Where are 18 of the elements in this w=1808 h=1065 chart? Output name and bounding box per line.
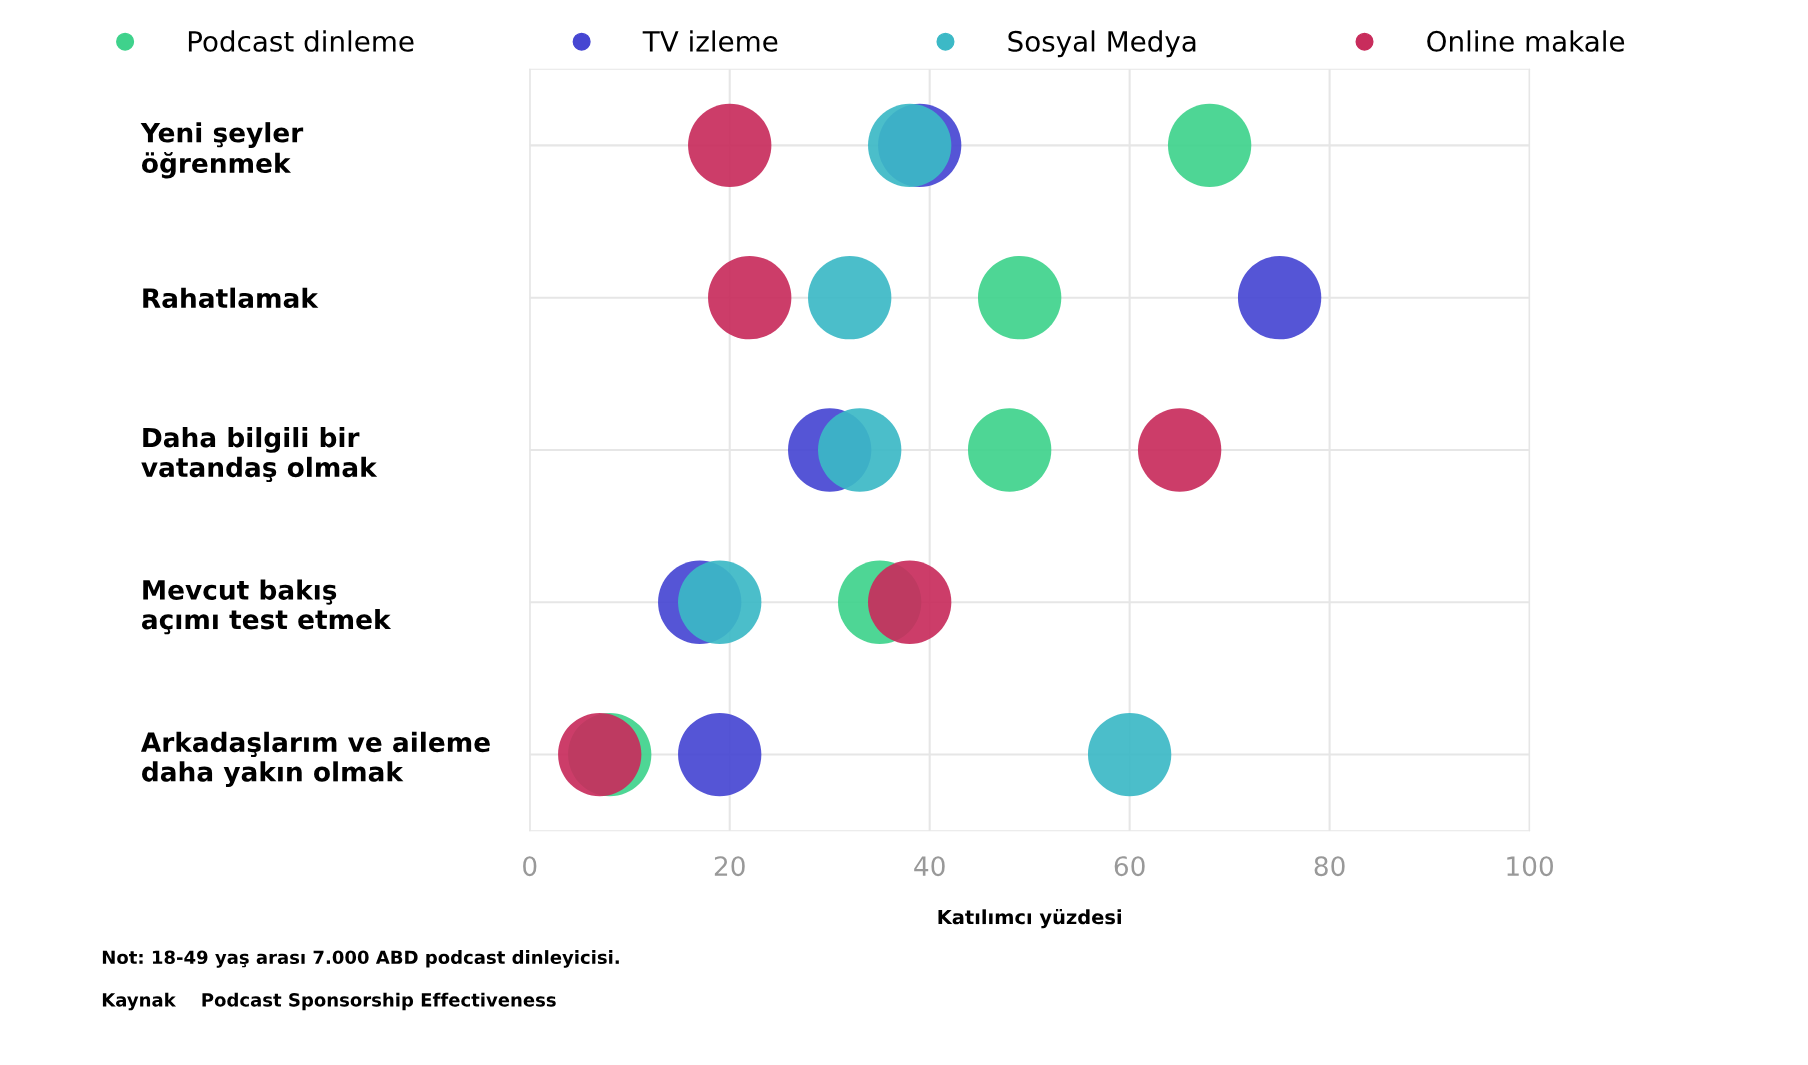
text: Kaynak Podcast Sponsorship Effectiveness bbox=[102, 992, 556, 1011]
text: Not: 18-49 yaş arası 7.000 ABD podcast dinleyicisi. bbox=[102, 950, 619, 968]
legend-label: Online makale bbox=[1427, 30, 1625, 52]
y-tick-label: Arkadaşlarım ve aileme daha yakın olmak bbox=[140, 731, 490, 788]
x-tick-label: 80 bbox=[1314, 856, 1345, 877]
x-tick-label: 100 bbox=[1507, 856, 1553, 877]
x-tick-label: 40 bbox=[914, 856, 945, 877]
y-tick-label: Rahatlamak bbox=[143, 287, 319, 309]
y-tick-label: Yeni şeyler öğrenmek bbox=[140, 122, 304, 179]
y-tick-label: Mevcut bakış açımı test etmek bbox=[141, 579, 392, 635]
legend-label: Sosyal Medya bbox=[1008, 30, 1196, 58]
x-tick-label: 0 bbox=[523, 856, 537, 877]
legend-label: TV izleme bbox=[642, 30, 778, 52]
x-axis-title: Katılımcı yüzdesi bbox=[938, 909, 1121, 929]
x-tick-label: 20 bbox=[714, 856, 745, 877]
legend-label: Podcast dinleme bbox=[188, 30, 414, 52]
x-tick-label: 60 bbox=[1114, 856, 1145, 877]
y-tick-label: Daha bilgili bir vatandaş olmak bbox=[141, 427, 378, 483]
